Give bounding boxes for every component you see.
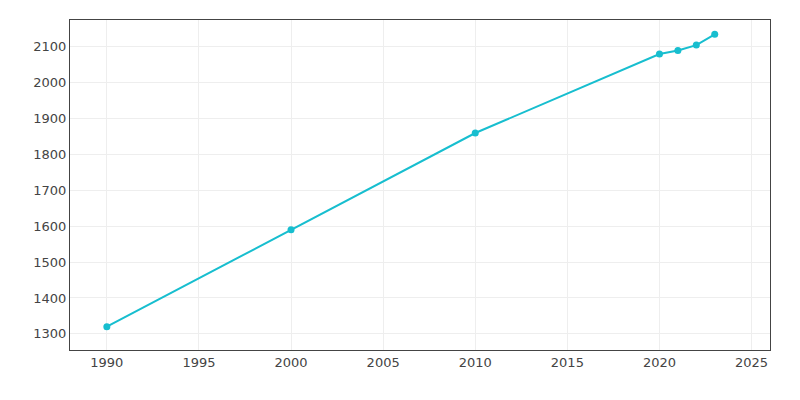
svg-text:2020: 2020: [643, 355, 676, 370]
svg-text:1300: 1300: [33, 326, 66, 341]
svg-text:2100: 2100: [33, 39, 66, 54]
svg-text:1400: 1400: [33, 291, 66, 306]
svg-text:1800: 1800: [33, 147, 66, 162]
svg-text:1900: 1900: [33, 111, 66, 126]
svg-text:1995: 1995: [182, 355, 215, 370]
svg-text:2015: 2015: [551, 355, 584, 370]
svg-text:2000: 2000: [275, 355, 308, 370]
svg-text:2005: 2005: [367, 355, 400, 370]
svg-text:2010: 2010: [459, 355, 492, 370]
svg-text:1990: 1990: [90, 355, 123, 370]
svg-text:1500: 1500: [33, 255, 66, 270]
svg-text:1600: 1600: [33, 219, 66, 234]
svg-text:1700: 1700: [33, 183, 66, 198]
svg-text:2000: 2000: [33, 75, 66, 90]
svg-text:2025: 2025: [735, 355, 768, 370]
